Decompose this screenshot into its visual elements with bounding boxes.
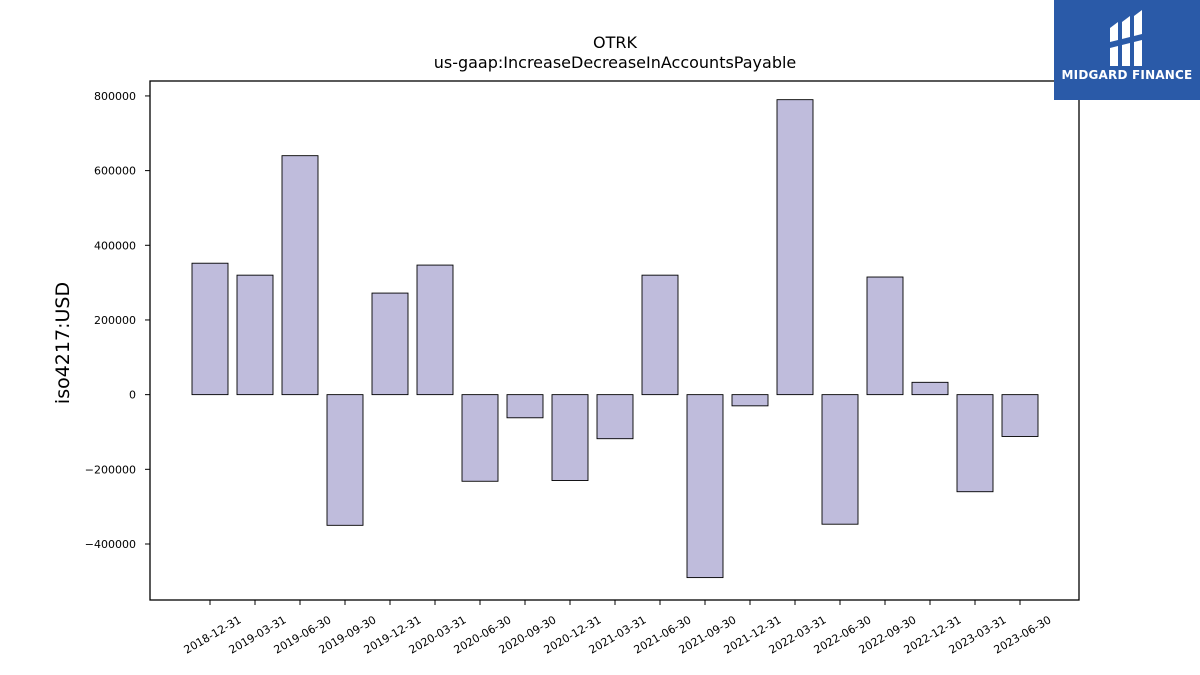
chart-title: OTRK [593, 33, 637, 52]
x-axis: 2018-12-312019-03-312019-06-302019-09-30… [182, 600, 1054, 657]
bar-2019-06-30 [281, 155, 319, 396]
y-tick-label: 0 [129, 389, 136, 402]
bar-2020-12-31 [551, 394, 589, 481]
y-tick-label: 200000 [94, 314, 136, 327]
bar-2021-03-31 [596, 394, 634, 440]
midgard-logo-icon [1110, 10, 1142, 66]
bar-2019-03-31 [236, 274, 274, 396]
bar-2023-03-31 [956, 394, 994, 493]
bar-2019-09-30 [326, 394, 364, 526]
bar-2018-12-31 [191, 262, 229, 396]
y-axis-label: iso4217:USD [52, 282, 74, 404]
logo-text: MIDGARD FINANCE [1061, 68, 1193, 82]
y-tick-label: 800000 [94, 90, 136, 103]
y-tick-label: 400000 [94, 239, 136, 252]
bar-2021-09-30 [686, 394, 724, 579]
plot-frame [149, 80, 1080, 601]
bar-2019-12-31 [371, 292, 409, 396]
y-tick-label: 600000 [94, 165, 136, 178]
bar-2020-09-30 [506, 394, 544, 419]
y-tick-label: −400000 [85, 538, 136, 551]
bar-2021-06-30 [641, 274, 679, 396]
bars-group [191, 99, 1039, 579]
bar-2022-03-31 [776, 99, 814, 396]
y-tick-label: −200000 [85, 463, 136, 476]
bar-2023-06-30 [1001, 394, 1039, 437]
bar-2020-06-30 [461, 394, 499, 482]
bar-2022-12-31 [911, 381, 949, 396]
bar-2021-12-31 [731, 394, 769, 407]
chart-subtitle: us-gaap:IncreaseDecreaseInAccountsPayabl… [434, 53, 797, 72]
midgard-finance-logo: MIDGARD FINANCE [1054, 0, 1200, 100]
bar-2020-03-31 [416, 264, 454, 396]
bar-2022-09-30 [866, 276, 904, 396]
y-axis: −400000 −200000 0 200000 400000 600000 800000 [85, 90, 150, 551]
bar-2022-06-30 [821, 394, 859, 525]
